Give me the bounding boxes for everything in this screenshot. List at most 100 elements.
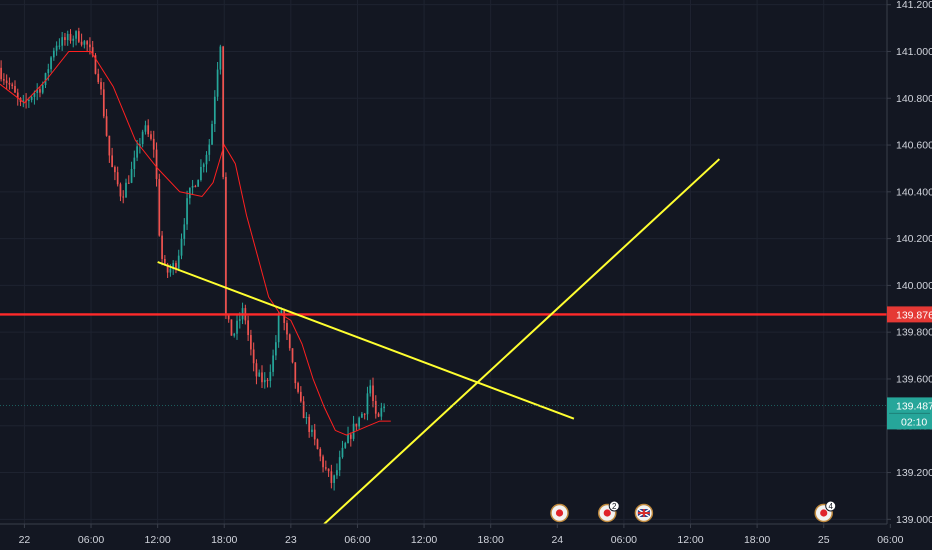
japan-flag-dot [820,509,828,517]
candle-body [44,73,47,86]
candle-body [316,439,319,450]
time-tick-label: 18:00 [478,534,504,546]
japan-flag-dot [603,509,611,517]
candle-body [108,135,111,156]
candle-body [247,320,249,336]
candle-body [144,125,147,132]
candle-body [227,315,230,320]
candle-body [302,401,305,419]
candle-body [213,96,216,125]
candle-body [47,69,50,74]
event-count-text: 4 [828,502,833,511]
candle-body [349,434,352,439]
time-tick-label: 06:00 [611,534,637,546]
time-tick-label: 18:00 [211,534,237,546]
candle-body [58,45,61,47]
flag-japan-icon[interactable] [550,503,569,523]
candle-body [114,167,116,173]
candle-body [39,89,41,93]
candle-body [183,224,186,239]
candle-body [22,100,25,102]
candle-body [191,185,194,188]
trendline[interactable] [323,158,721,525]
time-tick-label: 24 [551,534,563,546]
candle-body [286,322,288,335]
candle-body [11,84,14,87]
candles[interactable] [0,27,385,491]
candle-body [33,93,36,97]
candle-body [222,46,224,177]
candle-body [155,149,158,180]
candle-body [116,172,119,185]
price-axis-background [887,0,932,550]
candle-body [8,83,11,85]
trendline[interactable] [157,261,575,420]
time-tick-label: 22 [19,534,31,546]
candle-body [344,443,347,448]
candle-body [208,144,211,155]
candle-body [77,31,80,42]
candle-body [83,41,86,45]
candle-body [355,423,358,427]
candle-body [91,47,94,56]
time-tick-label: 18:00 [744,534,770,546]
candle-body [94,55,97,74]
time-axis[interactable]: 22 06:00 12:00 18:00 23 06:00 12:00 18:00 24 06:0… [0,523,932,550]
candle-body [297,383,299,392]
flag-japan-icon[interactable]: 4 [814,500,837,523]
candle-body [216,69,219,97]
hline-tag-label: 139.876 [896,309,932,321]
trendlines[interactable] [157,158,721,525]
flag-japan-icon[interactable]: 2 [597,500,620,523]
candle-body [280,310,283,314]
candle-body [125,182,127,198]
candle-body [127,182,130,184]
moving-average [0,51,391,436]
candle-body [200,166,202,181]
candle-body [252,349,255,364]
candle-body [269,371,272,381]
candle-body [188,187,191,199]
candle-body [255,363,258,377]
candle-body [102,89,105,117]
candle-body [152,138,155,150]
candle-body [380,408,383,417]
candle-body [258,372,261,377]
candle-body [369,385,372,394]
price-tick-label: 140.800 [896,93,932,105]
candle-body [166,264,169,273]
candle-body [169,268,172,273]
current-price-label: 139.487 [896,400,932,412]
price-tick-label: 140.400 [896,186,932,198]
candle-body [16,92,19,99]
candle-body [266,379,269,381]
price-tick-label: 139.200 [896,467,932,479]
candle-body [50,57,52,70]
price-tags: 139.876 139.487 02:10 [0,306,932,430]
candle-body [352,423,355,439]
event-count-badge [825,500,837,512]
price-tick-label: 141.200 [896,0,932,11]
candle-body [238,319,241,321]
candle-body [133,157,136,170]
candle-body [308,416,311,432]
time-tick-label: 25 [818,534,830,546]
candle-body [30,96,33,100]
flag-uk-icon[interactable] [634,503,654,523]
candle-body [299,391,302,402]
candle-body [272,355,274,372]
time-tick-label: 06:00 [877,534,903,546]
candle-body [172,263,175,269]
hline-tag-bg [887,306,932,323]
candle-body [225,176,227,316]
candle-body [97,73,100,83]
candle-body [250,335,252,350]
candle-body [150,134,152,139]
candle-body [75,31,77,39]
price-axis[interactable]: 141.200 141.000 140.800 140.600 140.400 140.2… [886,0,932,550]
time-tick-label: 12:00 [144,534,170,546]
candle-body [372,385,374,402]
price-tick-label: 139.600 [896,373,932,385]
